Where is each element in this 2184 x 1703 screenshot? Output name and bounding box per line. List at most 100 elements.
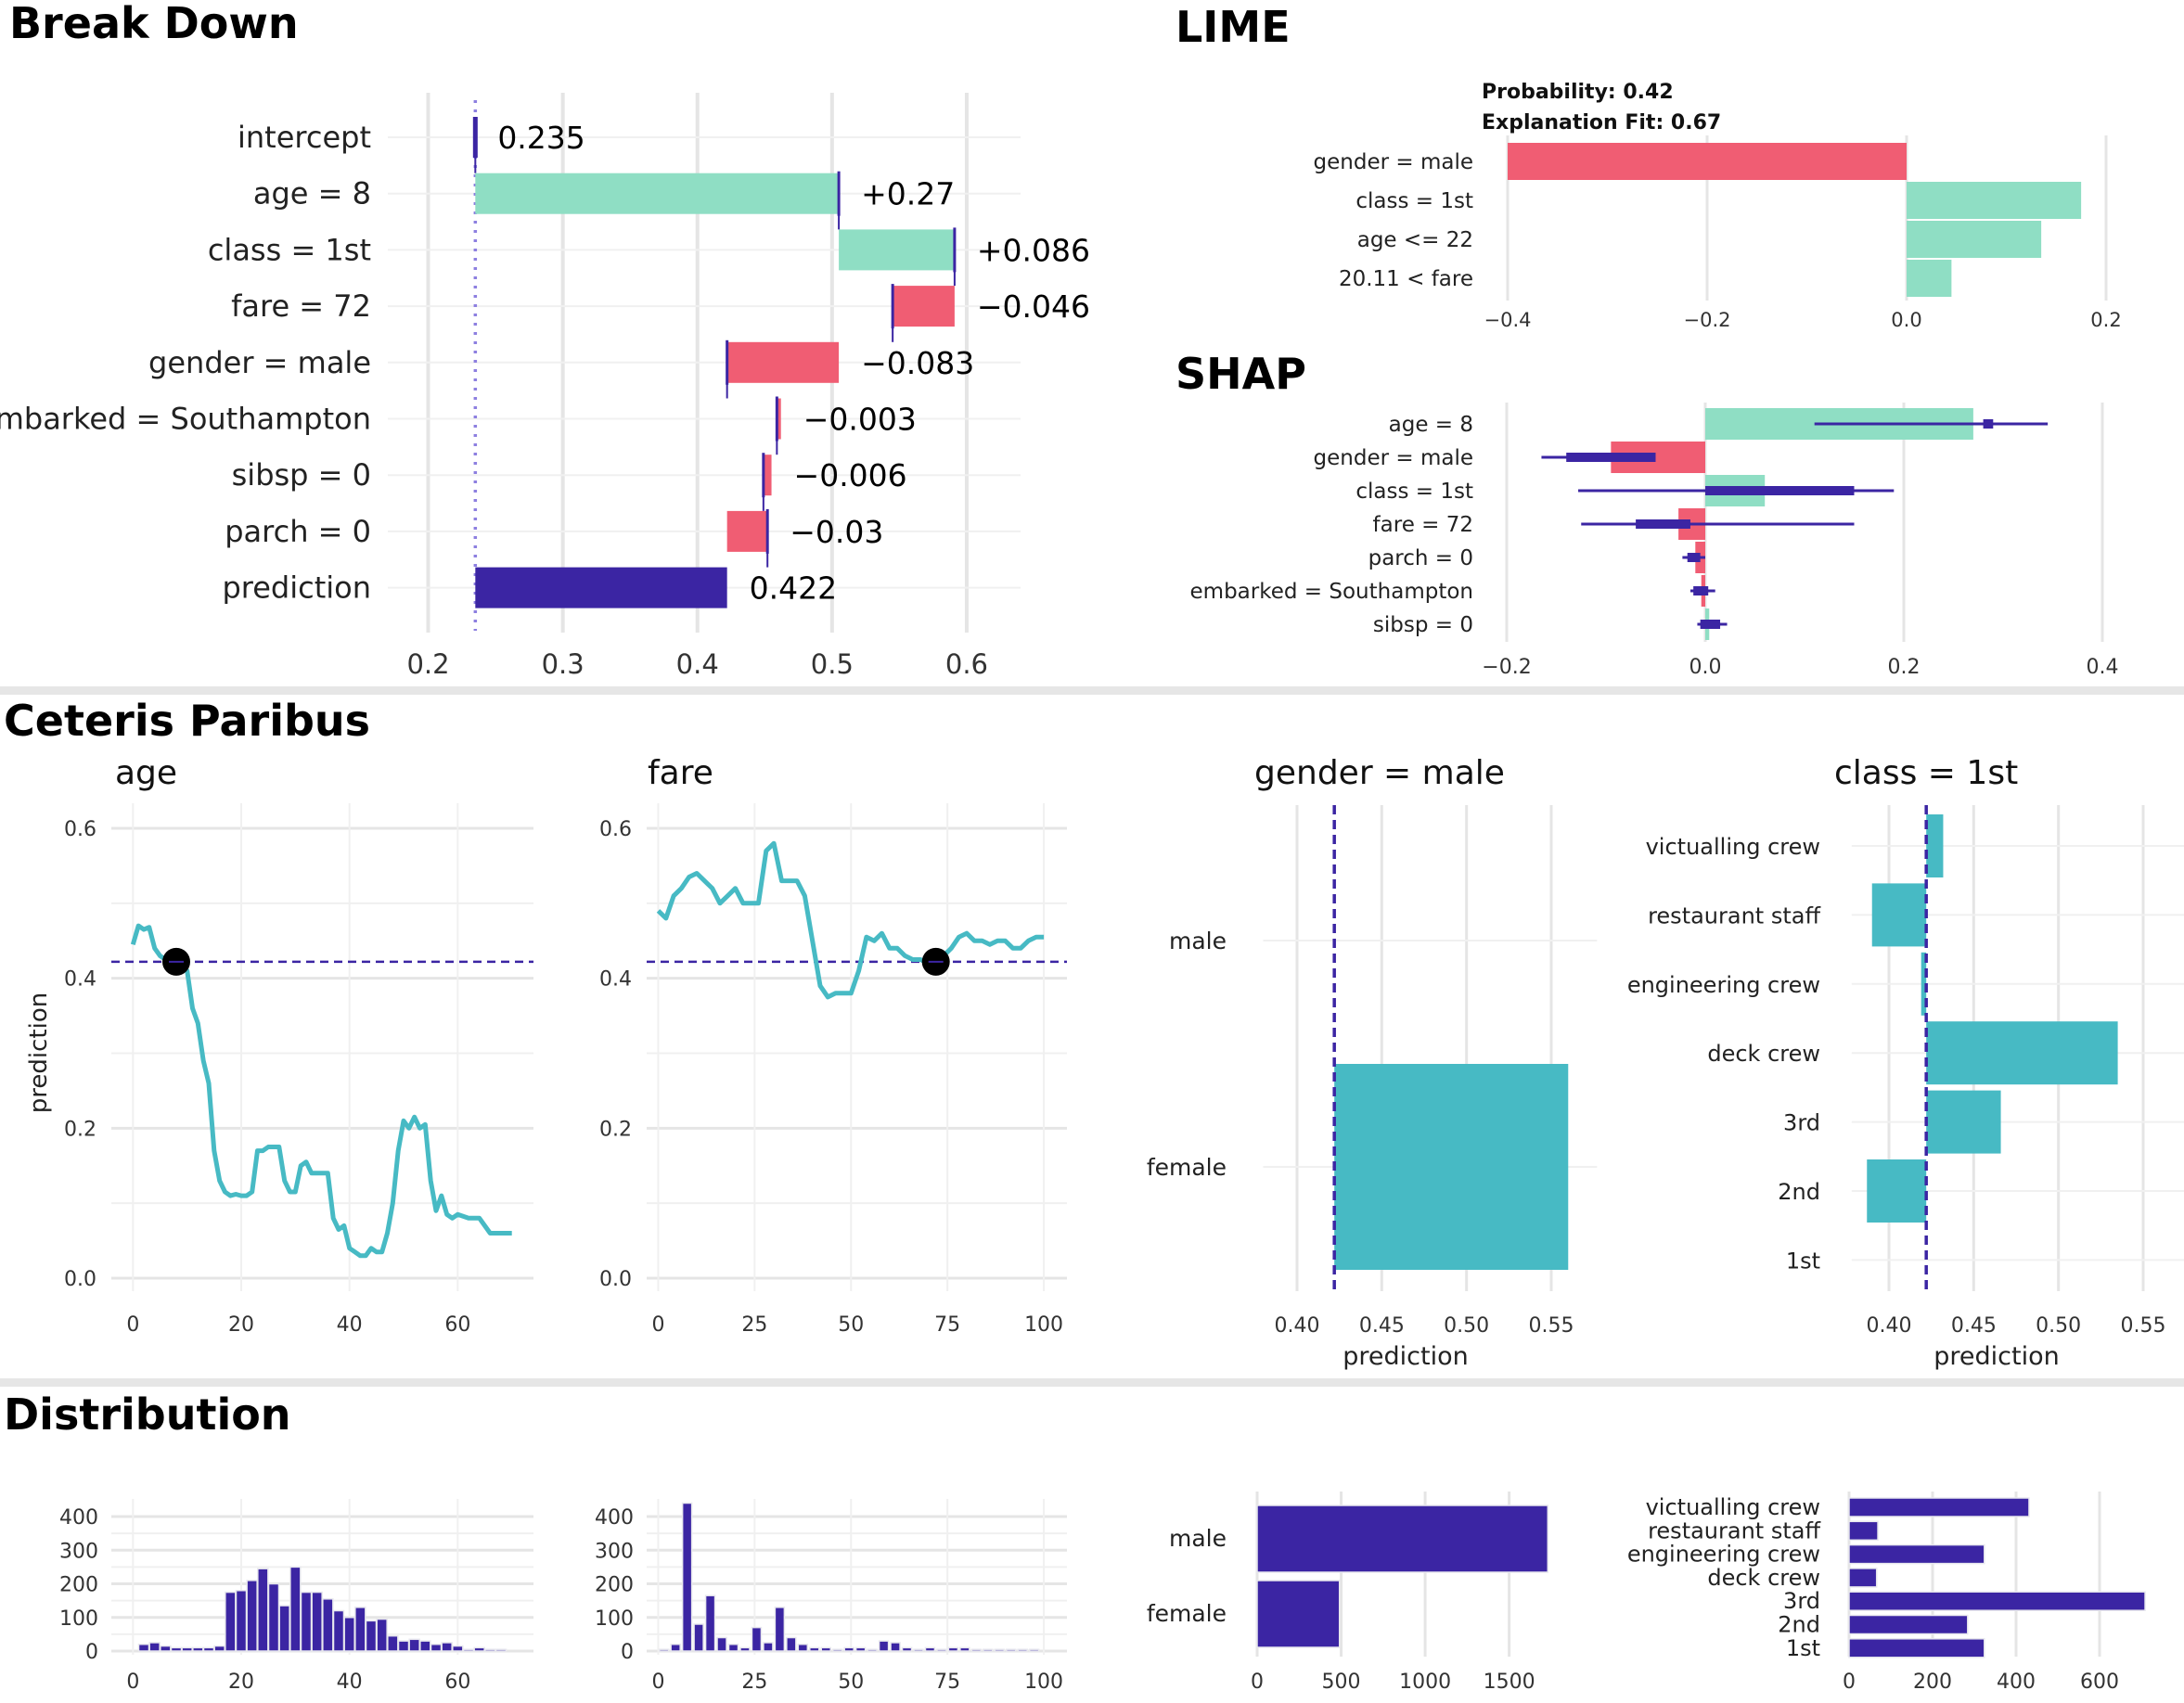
histogram-bar xyxy=(137,1644,150,1652)
x-tick-label: 1500 xyxy=(1484,1671,1535,1694)
contribution-bar xyxy=(475,567,727,608)
histogram-bar xyxy=(854,1646,867,1652)
category-label: 1st xyxy=(1786,1635,1820,1661)
count-bar xyxy=(1256,1580,1341,1648)
histogram-bar xyxy=(947,1646,959,1652)
x-tick-label: 0.45 xyxy=(1359,1314,1405,1338)
ceteris-paribus-age-chart: 0 20 40 60 0.0 0.2 0.4 0.6 prediction xyxy=(25,803,533,1337)
x-tick-label: 0.3 xyxy=(542,648,585,680)
y-tick-label: 400 xyxy=(595,1506,634,1530)
shap-title: SHAP xyxy=(1176,349,1306,399)
histogram-bar xyxy=(311,1591,323,1652)
cp-class-panel-title: class = 1st xyxy=(1834,754,2019,792)
histogram-bar xyxy=(786,1636,797,1652)
histogram-bar xyxy=(878,1640,890,1652)
ceteris-paribus-class-chart: 0.40 0.45 0.50 0.55 victualling crew restaura… xyxy=(1627,805,2184,1371)
histogram-bar xyxy=(213,1645,225,1652)
histogram-bar xyxy=(397,1640,410,1652)
intercept-bar xyxy=(472,117,478,158)
shap-box xyxy=(1566,453,1656,462)
lime-feature-label: 20.11 < fare xyxy=(1339,267,1473,291)
y-tick-label: 300 xyxy=(595,1540,634,1563)
histogram-bar xyxy=(797,1644,809,1652)
histogram-bar xyxy=(343,1617,355,1652)
y-tick-label: 0.0 xyxy=(599,1268,632,1291)
x-tick-label: 0 xyxy=(651,1313,664,1337)
shap-feature-label: fare = 72 xyxy=(1373,513,1473,537)
category-label: female xyxy=(1147,1600,1227,1627)
contribution-bar xyxy=(726,510,768,552)
ceteris-paribus-title: Ceteris Paribus xyxy=(4,696,371,746)
histogram-bar xyxy=(670,1644,681,1652)
histogram-bar xyxy=(983,1648,994,1652)
histogram-bar xyxy=(970,1648,983,1652)
count-bar xyxy=(1848,1497,2030,1517)
cp-gender-panel-title: gender = male xyxy=(1254,754,1505,792)
prediction-bar xyxy=(1334,1064,1569,1270)
x-tick-label: 0.0 xyxy=(1891,309,1921,331)
category-label: male xyxy=(1169,928,1227,954)
histogram-bar xyxy=(1005,1648,1017,1652)
lime-chart: −0.4 −0.2 0.0 0.2 Probability: 0.42 Explanati… xyxy=(1314,81,2122,331)
category-label: deck crew xyxy=(1707,1565,1820,1591)
prediction-bar xyxy=(1921,952,1927,1016)
x-tick-label: 0.40 xyxy=(1275,1314,1320,1338)
x-tick-label: 25 xyxy=(741,1313,767,1337)
distribution-title: Distribution xyxy=(4,1389,291,1440)
ceteris-paribus-fare-chart: 0 25 50 75 100 0.0 0.2 0.4 0.6 xyxy=(599,803,1067,1337)
x-tick-label: 0.45 xyxy=(1951,1314,1997,1338)
histogram-bar xyxy=(495,1648,507,1652)
x-tick-label: 1000 xyxy=(1399,1671,1451,1694)
contribution-value-label: +0.086 xyxy=(977,232,1090,268)
histogram-bar xyxy=(901,1646,913,1652)
histogram-bar xyxy=(289,1566,302,1652)
shap-box xyxy=(1687,553,1701,562)
y-tick-label: 0.6 xyxy=(64,818,96,841)
x-tick-label: 20 xyxy=(228,1671,254,1694)
histogram-bar xyxy=(843,1646,854,1652)
shap-box xyxy=(1700,620,1721,629)
category-label: 2nd xyxy=(1778,1612,1820,1638)
count-bar xyxy=(1256,1505,1549,1573)
prediction-bar xyxy=(1871,883,1927,947)
category-label: restaurant staff xyxy=(1648,1517,1820,1543)
histogram-bar xyxy=(751,1626,763,1652)
x-tick-label: 100 xyxy=(1024,1671,1063,1694)
x-tick-label: 0.0 xyxy=(1689,656,1722,679)
x-tick-label: 0.2 xyxy=(406,648,449,680)
x-tick-label: 400 xyxy=(1997,1671,2036,1694)
histogram-bar xyxy=(867,1648,878,1652)
category-label: engineering crew xyxy=(1627,972,1820,998)
x-tick-label: 50 xyxy=(838,1313,864,1337)
shap-feature-label: class = 1st xyxy=(1355,480,1473,504)
histogram-bar xyxy=(365,1620,378,1652)
histogram-bar xyxy=(148,1642,161,1652)
histogram-bar xyxy=(704,1594,716,1652)
lime-bar xyxy=(1907,260,1952,297)
break-down-title: Break Down xyxy=(9,0,299,48)
histogram-bar xyxy=(994,1648,1006,1652)
contribution-bar xyxy=(726,341,840,383)
histogram-bar xyxy=(739,1646,751,1652)
category-label: victualling crew xyxy=(1646,1494,1820,1520)
x-axis-label: prediction xyxy=(1343,1342,1468,1371)
y-tick-label: 200 xyxy=(59,1574,98,1597)
histogram-bar xyxy=(890,1642,901,1652)
x-tick-label: 600 xyxy=(2080,1671,2119,1694)
y-tick-label: 200 xyxy=(595,1574,634,1597)
histogram-bar xyxy=(473,1646,485,1652)
count-bar xyxy=(1848,1591,2146,1611)
prediction-bar xyxy=(1926,814,1944,877)
lime-subtitle: Probability: 0.42 xyxy=(1482,81,1674,104)
histogram-bar xyxy=(192,1646,204,1652)
lime-bar xyxy=(1907,221,2042,258)
variable-label: fare = 72 xyxy=(231,288,371,324)
distribution-fare-chart: 0 25 50 75 100 0 100 200 300 400 xyxy=(595,1499,1067,1694)
shap-feature-label: embarked = Southampton xyxy=(1190,580,1473,604)
histogram-bar xyxy=(1028,1648,1040,1652)
histogram-bar xyxy=(1017,1648,1028,1652)
count-bar xyxy=(1848,1638,1985,1658)
histogram-bar xyxy=(462,1648,475,1652)
count-bar xyxy=(1848,1520,1879,1542)
contribution-value-label: 0.422 xyxy=(750,570,837,607)
